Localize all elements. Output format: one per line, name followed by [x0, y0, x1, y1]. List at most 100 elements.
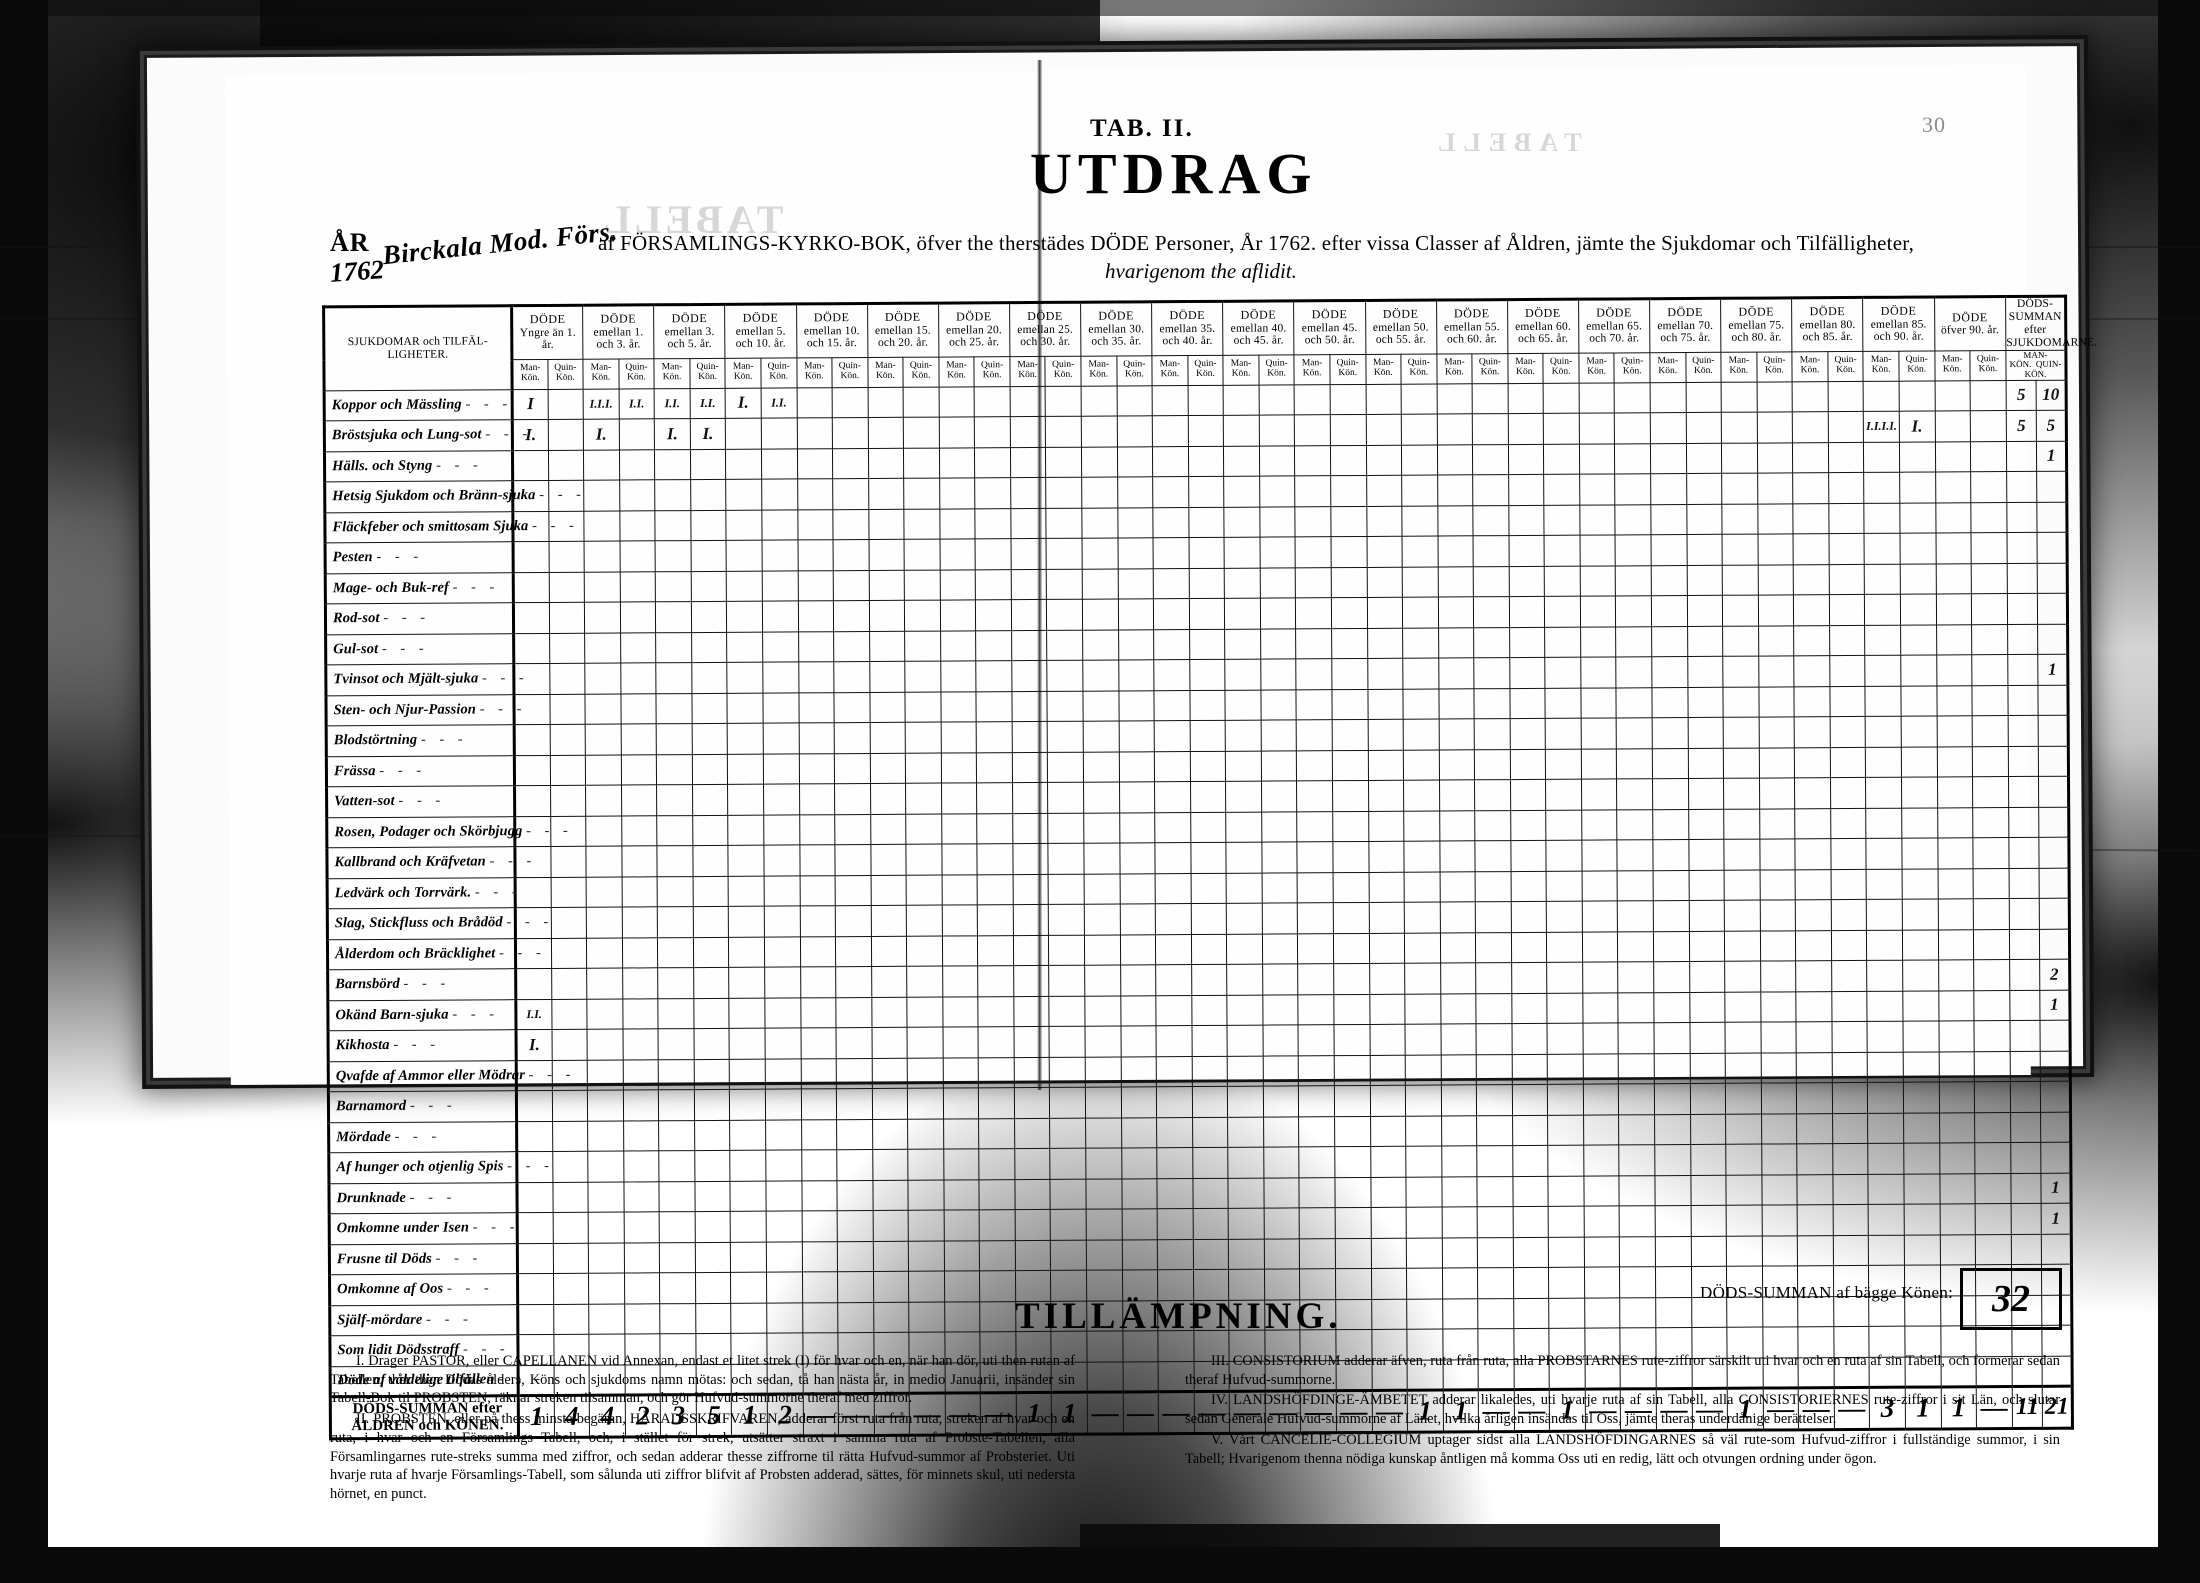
cell-r20-c21 — [1262, 994, 1299, 1026]
row-summary-male-11 — [2008, 715, 2039, 747]
cell-r20-c10 — [871, 996, 908, 1028]
cell-r17-c25 — [1404, 902, 1441, 933]
cell-r3-c28 — [1508, 474, 1545, 506]
cell-r20-c30 — [1582, 992, 1619, 1024]
cell-r0-c28 — [1507, 382, 1544, 414]
cell-r30-c5 — [695, 1302, 732, 1334]
cell-r27-c28 — [1512, 1206, 1549, 1238]
row-summary-female-10 — [2037, 684, 2069, 716]
cell-r26-c5 — [694, 1180, 731, 1212]
cell-r16-c21 — [1261, 872, 1298, 904]
cell-r1-c9 — [832, 417, 869, 449]
cell-r12-c19 — [1190, 750, 1226, 782]
cell-r6-c19 — [1188, 567, 1225, 599]
row-summary-male-9 — [2007, 654, 2038, 686]
cell-r17-c30 — [1582, 900, 1618, 932]
cell-r2-c8 — [796, 448, 833, 479]
cell-r5-c18 — [1153, 537, 1189, 569]
cell-r20-c15 — [1049, 995, 1086, 1027]
cell-r21-c27 — [1476, 1023, 1512, 1055]
cell-r21-c28 — [1511, 1023, 1548, 1055]
row-summary-male-15 — [2008, 837, 2040, 869]
cell-r14-c16 — [1083, 812, 1120, 844]
cell-r17-c32 — [1653, 900, 1689, 932]
cell-r13-c21 — [1261, 780, 1298, 812]
cell-r12-c0 — [514, 754, 551, 786]
cell-r25-c19 — [1192, 1147, 1229, 1179]
cell-r27-c0 — [517, 1212, 553, 1244]
cell-r6-c11 — [904, 569, 941, 601]
row-summary-female-6 — [2037, 562, 2068, 594]
cell-r12-c12 — [941, 752, 977, 784]
cell-r14-c35 — [1759, 808, 1796, 840]
cell-r19-c17 — [1120, 964, 1156, 996]
cell-r7-c13 — [975, 599, 1012, 631]
cell-r21-c30 — [1582, 1022, 1619, 1054]
cell-r23-c10 — [872, 1088, 908, 1119]
header-agegroup-7: DÖDE emellan 25. och 30. år. — [1009, 302, 1081, 357]
row-label-9: Tvinsot och Mjält-sjuka - - - — [325, 663, 529, 696]
header-agegroup-4: DÖDE emellan 10. och 15. år. — [796, 303, 868, 358]
cell-r8-c3 — [620, 632, 657, 664]
cell-r12-c8 — [798, 753, 835, 784]
cell-r14-c2 — [585, 815, 622, 847]
cell-r3-c29 — [1543, 474, 1580, 505]
cell-r30-c11 — [908, 1301, 945, 1333]
cell-r6-c20 — [1224, 567, 1261, 599]
cell-r0-c37 — [1827, 380, 1864, 412]
cell-r17-c6 — [728, 906, 765, 937]
cell-r20-c6 — [729, 997, 765, 1029]
cell-r13-c39 — [1901, 776, 1938, 808]
cell-r5-c32 — [1651, 534, 1687, 566]
cell-r8-c21 — [1260, 628, 1297, 660]
cell-r25-c8 — [801, 1149, 838, 1181]
cell-r19-c12 — [942, 965, 979, 997]
cell-r6-c9 — [833, 570, 870, 601]
header-agegroup-14: DÖDE emellan 60. och 65. år. — [1507, 299, 1579, 354]
cell-r24-c14 — [1014, 1117, 1051, 1149]
cell-r24-c25 — [1405, 1115, 1442, 1147]
cell-r9-c10 — [869, 661, 906, 693]
cell-r8-c22 — [1295, 628, 1332, 659]
row-label-0: Koppor och Mässling - - - — [324, 389, 513, 421]
cell-r18-c39 — [1902, 929, 1939, 961]
cell-r22-c27 — [1476, 1054, 1513, 1085]
cell-r14-c32 — [1652, 809, 1689, 840]
cell-r4-c3 — [619, 510, 656, 542]
cell-r16-c7 — [764, 875, 800, 907]
cell-r3-c37 — [1828, 472, 1865, 504]
cell-r6-c2 — [584, 571, 621, 603]
cell-r2-c28 — [1508, 443, 1544, 475]
cell-r11-c40 — [1936, 715, 1973, 747]
cell-r3-c38 — [1864, 472, 1900, 503]
header-sex-20-female: Quin- Kön. — [1969, 350, 2007, 381]
cell-r14-c4 — [656, 815, 693, 846]
row-summary-male-28 — [2011, 1233, 2042, 1265]
cell-r3-c3 — [619, 479, 656, 511]
cell-r18-c32 — [1653, 931, 1690, 962]
cell-r21-c8 — [800, 1027, 837, 1059]
cell-r24-c0 — [516, 1120, 553, 1152]
cell-r22-c26 — [1440, 1054, 1477, 1086]
cell-r27-c26 — [1441, 1206, 1478, 1238]
cell-r16-c34 — [1724, 869, 1760, 901]
cell-r7-c18 — [1153, 598, 1190, 630]
cell-r25-c18 — [1156, 1147, 1193, 1179]
cell-r18-c15 — [1048, 934, 1085, 966]
cell-r12-c30 — [1581, 748, 1617, 780]
cell-r16-c29 — [1546, 870, 1583, 902]
cell-r12-c6 — [727, 753, 764, 785]
cell-r0-c20 — [1223, 384, 1260, 416]
row-summary-male-27 — [2011, 1203, 2042, 1235]
cell-r1-c23 — [1330, 414, 1366, 446]
cell-r22-c37 — [1831, 1051, 1868, 1083]
cell-r13-c3 — [621, 784, 657, 816]
cell-r17-c41 — [1973, 898, 2010, 930]
cell-r16-c18 — [1155, 873, 1191, 904]
cell-r13-c29 — [1545, 779, 1582, 810]
cell-r6-c37 — [1829, 563, 1865, 595]
cell-r13-c17 — [1119, 781, 1155, 813]
cell-r1-c8 — [796, 417, 833, 449]
cell-r28-c36 — [1797, 1235, 1834, 1266]
cell-r19-c33 — [1689, 961, 1725, 992]
